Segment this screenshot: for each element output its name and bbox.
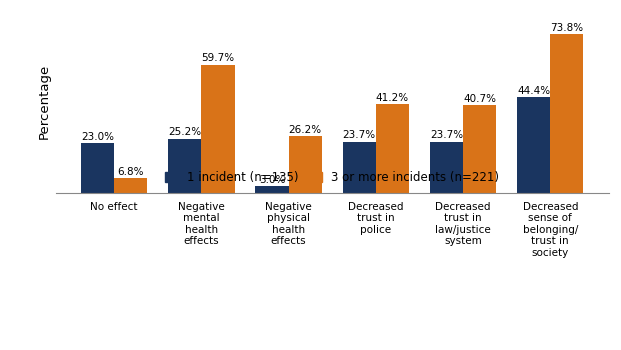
Bar <box>168 139 201 192</box>
Legend: 1 incident (n=135), 3 or more incidents (n=221): 1 incident (n=135), 3 or more incidents … <box>160 166 505 190</box>
Text: 41.2%: 41.2% <box>376 93 409 103</box>
Bar <box>463 105 496 192</box>
Text: 3.0%: 3.0% <box>259 175 285 185</box>
Bar <box>517 97 550 192</box>
Y-axis label: Percentage: Percentage <box>37 64 50 139</box>
Bar <box>201 65 235 192</box>
Bar <box>550 35 584 193</box>
Text: 6.8%: 6.8% <box>117 167 144 177</box>
Text: 23.7%: 23.7% <box>343 131 376 140</box>
Text: 25.2%: 25.2% <box>168 127 201 137</box>
Text: 26.2%: 26.2% <box>289 125 322 135</box>
Text: 23.0%: 23.0% <box>81 132 114 142</box>
Bar <box>255 186 289 193</box>
Text: 59.7%: 59.7% <box>201 54 235 63</box>
Bar <box>343 142 376 192</box>
Bar <box>114 178 147 193</box>
Text: 40.7%: 40.7% <box>463 94 496 104</box>
Text: 44.4%: 44.4% <box>517 86 550 96</box>
Bar <box>376 104 409 192</box>
Bar <box>289 136 322 192</box>
Text: 73.8%: 73.8% <box>550 23 584 33</box>
Bar <box>430 142 463 192</box>
Bar <box>81 143 114 192</box>
Text: 23.7%: 23.7% <box>430 131 463 140</box>
